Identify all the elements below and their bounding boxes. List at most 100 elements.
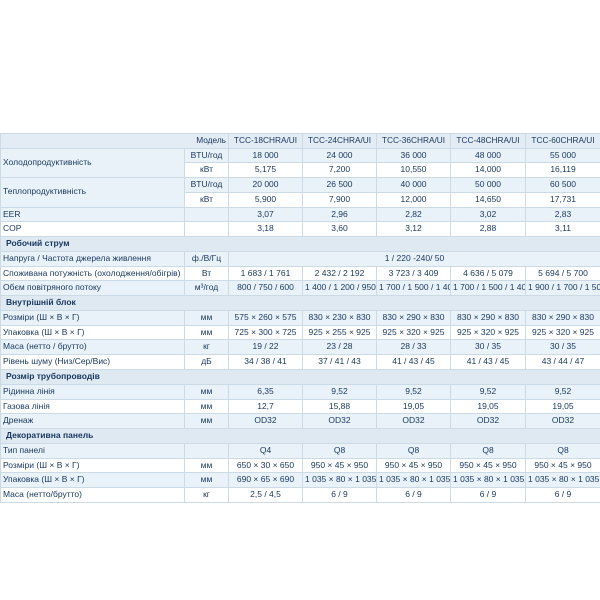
header-row: Модель TCC-18CHRA/UI TCC-24CHRA/UI TCC-36C… — [0, 133, 600, 149]
unit-cell: мм — [184, 472, 229, 489]
value-cell: 1 035 × 80 × 1 035 — [302, 472, 377, 489]
unit-cell — [184, 221, 229, 238]
value-cell: 9,52 — [450, 383, 526, 400]
value-cell: 3,18 — [228, 221, 303, 238]
row-label: Обєм повітряного потоку — [0, 280, 185, 297]
value-cell: 34 / 38 / 41 — [228, 354, 303, 371]
row-label: Маса (нетто/брутто) — [0, 487, 185, 503]
unit-cell: м³/год — [184, 280, 229, 297]
value-cell: 2,96 — [302, 206, 377, 223]
value-cell: 830 × 290 × 830 — [525, 309, 600, 326]
data-row: Дренаж мм OD32 OD32 OD32 OD32 OD32 — [0, 413, 600, 430]
unit-cell: BTU/год — [184, 177, 229, 193]
value-cell: 2,83 — [525, 206, 600, 223]
value-cell: 30 / 35 — [525, 339, 600, 356]
value-cell: 19,05 — [450, 398, 526, 415]
value-cell: 9,52 — [525, 383, 600, 400]
value-cell: 36 000 — [376, 147, 451, 164]
value-cell: 3,60 — [302, 221, 377, 238]
value-cell: 950 × 45 × 950 — [525, 457, 600, 474]
unit-cell: кВт — [184, 191, 229, 208]
value-cell: 12,000 — [376, 191, 451, 208]
value-cell: 925 × 320 × 925 — [376, 324, 451, 341]
unit-cell: мм — [184, 413, 229, 430]
value-cell: 1 700 / 1 500 / 1 400 — [450, 280, 526, 297]
value-cell: 2,5 / 4,5 — [228, 487, 303, 503]
value-cell: 37 / 41 / 43 — [302, 354, 377, 371]
value-cell: 5,900 — [228, 191, 303, 208]
value-cell: 20 000 — [228, 177, 303, 193]
value-cell: 690 × 65 × 690 — [228, 472, 303, 489]
value-cell: 19,05 — [525, 398, 600, 415]
value-cell: 14,000 — [450, 162, 526, 179]
value-cell: 1 035 × 80 × 1 035 — [450, 472, 526, 489]
value-cell: 19,05 — [376, 398, 451, 415]
value-cell: 15,88 — [302, 398, 377, 415]
section-row: Робочий струм — [0, 236, 600, 252]
value-cell: 950 × 45 × 950 — [376, 457, 451, 474]
section-label: Декоративна панель — [0, 428, 600, 444]
value-cell: 30 / 35 — [450, 339, 526, 356]
value-cell: 7,900 — [302, 191, 377, 208]
value-cell: 16,119 — [525, 162, 600, 179]
value-cell: 55 000 — [525, 147, 600, 164]
value-cell: 2,88 — [450, 221, 526, 238]
value-cell: 575 × 260 × 575 — [228, 309, 303, 326]
model-header: TCC-24CHRA/UI — [302, 133, 377, 149]
data-row: Упаковка (Ш × В × Г) мм 690 × 65 × 690 1 03… — [0, 472, 600, 489]
value-cell: 23 / 28 — [302, 339, 377, 356]
value-cell: 6 / 9 — [450, 487, 526, 503]
unit-cell: ф./В/Гц — [184, 250, 229, 267]
value-cell: Q4 — [228, 442, 303, 459]
model-header: TCC-18CHRA/UI — [228, 133, 303, 149]
value-cell: 3,02 — [450, 206, 526, 223]
value-cell: 5 694 / 5 700 — [525, 265, 600, 282]
row-label: Упаковка (Ш × В × Г) — [0, 324, 185, 341]
value-cell: 1 900 / 1 700 / 1 500 — [525, 280, 600, 297]
row-label: Холодопродуктивність — [0, 147, 185, 179]
value-cell: 41 / 43 / 45 — [376, 354, 451, 371]
data-row: Газова лінія мм 12,7 15,88 19,05 19,05 19,05 — [0, 398, 600, 415]
value-cell: 4 636 / 5 079 — [450, 265, 526, 282]
value-cell: 50 000 — [450, 177, 526, 193]
spec-table: Модель TCC-18CHRA/UI TCC-24CHRA/UI TCC-36C… — [0, 133, 600, 503]
value-cell: Q8 — [302, 442, 377, 459]
row-label: COP — [0, 221, 185, 238]
row-label: Розміри (Ш × В × Г) — [0, 309, 185, 326]
model-column-title: Модель — [0, 133, 229, 149]
value-cell: 925 × 255 × 925 — [302, 324, 377, 341]
value-cell: OD32 — [228, 413, 303, 430]
data-row: Упаковка (Ш × В × Г) мм 725 × 300 × 725 925… — [0, 324, 600, 341]
value-cell: 830 × 290 × 830 — [450, 309, 526, 326]
value-cell: 6 / 9 — [525, 487, 600, 503]
unit-cell: мм — [184, 457, 229, 474]
value-cell: 12,7 — [228, 398, 303, 415]
data-row: кВт 5,900 7,900 12,000 14,650 17,731 — [1, 191, 600, 208]
row-label: Напруга / Частота джерела живлення — [0, 250, 185, 267]
section-row: Розмір трубопроводів — [0, 369, 600, 385]
data-row: Напруга / Частота джерела живлення ф./В/Г… — [0, 250, 600, 267]
data-row: Розміри (Ш × В × Г) мм 575 × 260 × 575 830 … — [0, 309, 600, 326]
model-header: TCC-60CHRA/UI — [525, 133, 600, 149]
unit-cell: мм — [184, 324, 229, 341]
unit-cell: кг — [184, 339, 229, 356]
unit-cell: BTU/год — [184, 147, 229, 164]
row-label: Розміри (Ш × В × Г) — [0, 457, 185, 474]
value-cell: Q8 — [525, 442, 600, 459]
value-cell: OD32 — [450, 413, 526, 430]
data-row: Маса (нетто / брутто) кг 19 / 22 23 / 28 28 … — [0, 339, 600, 356]
value-cell: 14,650 — [450, 191, 526, 208]
value-cell: 7,200 — [302, 162, 377, 179]
value-cell: 60 500 — [525, 177, 600, 193]
value-cell: 28 / 33 — [376, 339, 451, 356]
data-row: EER 3,07 2,96 2,82 3,02 2,83 — [0, 206, 600, 223]
row-label: EER — [0, 206, 185, 223]
unit-cell: кВт — [184, 162, 229, 179]
unit-cell: мм — [184, 398, 229, 415]
value-cell: 26 500 — [302, 177, 377, 193]
value-cell: OD32 — [376, 413, 451, 430]
value-cell: 1 700 / 1 500 / 1 400 — [376, 280, 451, 297]
data-row: Рівень шуму (Низ/Сер/Вис) дБ 34 / 38 / 41 3… — [0, 354, 600, 371]
